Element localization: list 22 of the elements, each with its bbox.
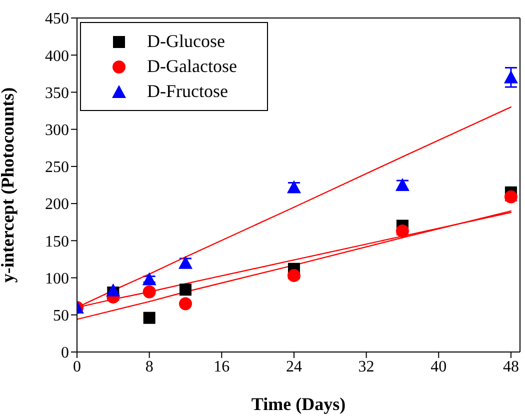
x-tick-label: 24 (286, 358, 302, 376)
y-tick-label: 350 (45, 84, 69, 102)
y-tick-label: 250 (45, 159, 69, 176)
x-tick-label: 48 (502, 358, 519, 376)
y-tick-label: 50 (53, 308, 69, 325)
y-tick-label: 100 (45, 270, 69, 288)
x-tick-label: 0 (73, 358, 81, 376)
x-tick-label: 8 (145, 358, 154, 376)
x-tick-label: 40 (430, 358, 447, 376)
x-tick-label: 16 (214, 358, 230, 376)
y-tick-label: 400 (45, 48, 69, 65)
y-tick-label: 150 (45, 233, 69, 250)
y-tick-label: 0 (61, 344, 69, 362)
x-tick-label: 32 (358, 358, 374, 376)
legend-label: D-Glucose (147, 30, 225, 53)
y-tick-label: 200 (45, 196, 69, 214)
y-tick-label: 450 (45, 10, 69, 28)
legend-label: D-Galactose (147, 55, 237, 78)
y-tick-label: 300 (45, 122, 69, 140)
legend-label: D-Fructose (147, 80, 228, 103)
x-axis-title: Time (Days) (251, 394, 346, 414)
y-axis-title: y-intercept (Photocounts) (0, 87, 18, 283)
